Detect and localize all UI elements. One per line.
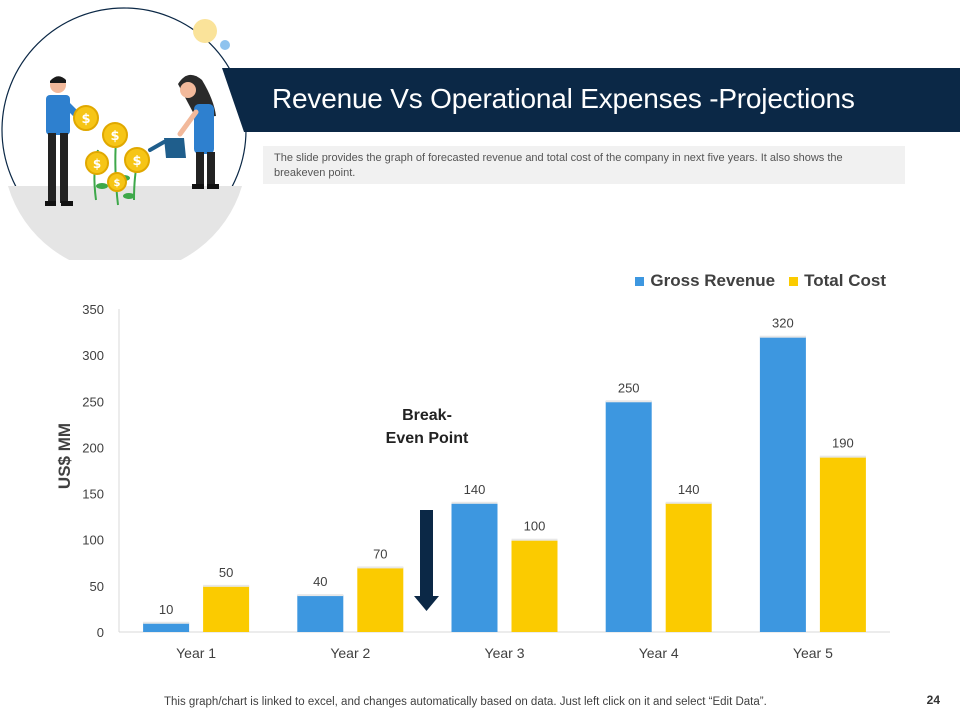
chart-legend: Gross Revenue Total Cost (635, 271, 886, 291)
bar-gross-revenue[interactable] (451, 502, 498, 632)
x-tick-label: Year 5 (793, 645, 833, 661)
bar-total-cost[interactable] (511, 539, 558, 632)
svg-text:$: $ (114, 178, 121, 189)
data-label: 250 (618, 380, 640, 395)
data-label: 10 (159, 602, 173, 617)
x-tick-label: Year 3 (485, 645, 525, 661)
data-label: 140 (678, 482, 700, 497)
y-tick-label: 200 (82, 440, 104, 455)
y-tick-label: 350 (82, 302, 104, 317)
y-tick-label: 100 (82, 533, 104, 548)
break-even-label-line1: Break- (402, 407, 452, 424)
data-label: 190 (832, 436, 854, 451)
bar-gross-revenue[interactable] (759, 336, 806, 632)
woman-figure-icon (148, 74, 219, 189)
x-tick-label: Year 4 (639, 645, 679, 661)
data-label: 40 (313, 574, 327, 589)
legend-item-cost: Total Cost (789, 271, 886, 291)
data-label: 70 (373, 546, 387, 561)
data-label: 50 (219, 565, 233, 580)
title-bar: Revenue Vs Operational Expenses -Project… (222, 68, 960, 132)
bar-top-highlight (143, 621, 190, 624)
legend-swatch-cost (789, 276, 799, 286)
x-tick-label: Year 2 (330, 645, 370, 661)
svg-text:$: $ (132, 154, 141, 169)
data-label: 100 (524, 519, 546, 534)
data-label: 140 (464, 482, 486, 497)
coin-plants-icon: $ $ $ $ $ (73, 105, 150, 206)
bar-top-highlight (451, 501, 498, 504)
bar-gross-revenue[interactable] (143, 622, 190, 632)
y-tick-label: 50 (90, 579, 104, 594)
svg-text:$: $ (93, 157, 101, 171)
sun-dot-icon (193, 19, 217, 43)
y-tick-label: 300 (82, 348, 104, 363)
bar-top-highlight (357, 566, 404, 569)
svg-text:$: $ (110, 129, 119, 144)
bar-top-highlight (511, 538, 558, 541)
bar-total-cost[interactable] (819, 456, 866, 632)
bar-total-cost[interactable] (357, 567, 404, 632)
money-plant-illustration: $ $ $ $ $ (1, 7, 247, 260)
bar-top-highlight (203, 584, 250, 587)
bar-top-highlight (297, 594, 344, 597)
bar-top-highlight (665, 501, 712, 504)
break-even-arrow-icon (414, 510, 439, 611)
small-dot-icon (220, 40, 230, 50)
bar-total-cost[interactable] (203, 585, 250, 632)
legend-item-revenue: Gross Revenue (635, 271, 775, 291)
y-tick-label: 250 (82, 394, 104, 409)
legend-label-revenue: Gross Revenue (650, 271, 776, 290)
legend-label-cost: Total Cost (804, 271, 886, 290)
bar-gross-revenue[interactable] (297, 595, 344, 632)
break-even-label-line2: Even Point (386, 430, 469, 447)
bar-gross-revenue[interactable] (605, 401, 652, 632)
bar-top-highlight (759, 335, 806, 338)
y-tick-label: 0 (97, 625, 104, 640)
subtitle-box: The slide provides the graph of forecast… (263, 146, 905, 184)
data-label: 320 (772, 316, 794, 331)
bar-top-highlight (819, 455, 866, 458)
x-tick-label: Year 1 (176, 645, 216, 661)
page-number: 24 (926, 693, 940, 707)
footer-note: This graph/chart is linked to excel, and… (164, 696, 767, 708)
y-tick-label: 150 (82, 487, 104, 502)
page-title: Revenue Vs Operational Expenses -Project… (272, 83, 855, 114)
svg-text:$: $ (81, 112, 90, 127)
legend-swatch-revenue (635, 276, 645, 286)
bar-total-cost[interactable] (665, 502, 712, 632)
bar-top-highlight (605, 400, 652, 403)
y-axis-label: US$ MM (55, 423, 74, 489)
